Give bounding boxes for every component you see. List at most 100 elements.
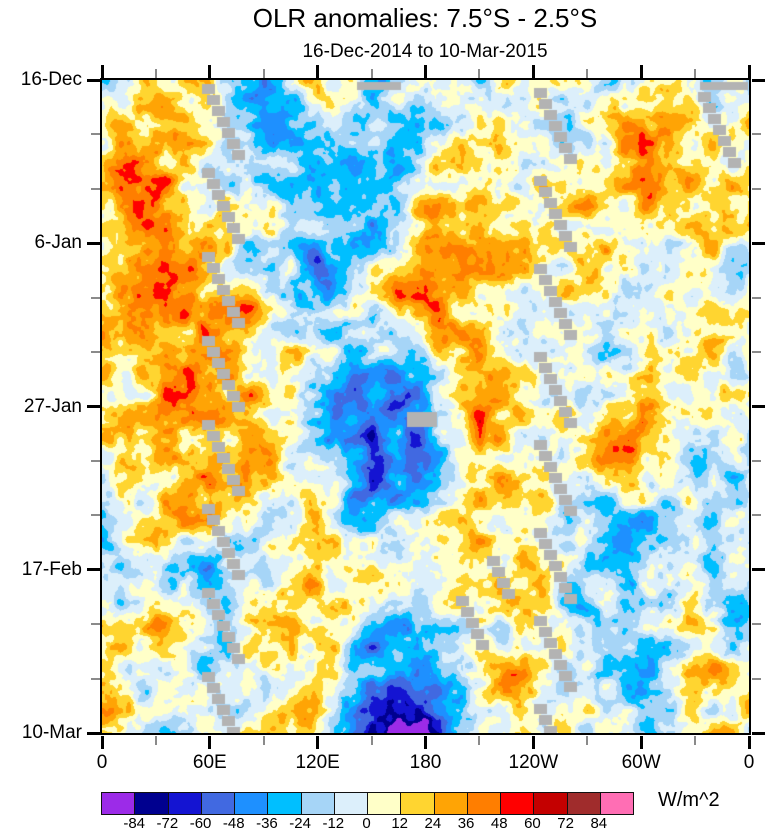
- y-minor-tick-right: [751, 677, 761, 680]
- colorbar-tick-label: -84: [123, 815, 146, 830]
- x-minor-tick-top: [694, 68, 697, 78]
- colorbar-cell: [168, 793, 202, 814]
- y-minor-tick: [90, 514, 100, 517]
- x-tick-label: 60E: [192, 752, 227, 773]
- colorbar-cell: [401, 793, 435, 814]
- x-minor-tick-top: [154, 68, 157, 78]
- colorbar-cell: [534, 793, 568, 814]
- x-minor-tick-top: [370, 68, 373, 78]
- x-minor-tick-top: [262, 68, 265, 78]
- x-minor-tick-top: [478, 68, 481, 78]
- colorbar-tick-label: 36: [457, 815, 475, 830]
- colorbar-cell: [301, 793, 335, 814]
- date-range-subtitle: 16-Dec-2014 to 10-Mar-2015: [302, 41, 548, 62]
- y-major-tick-right: [751, 241, 765, 245]
- colorbar-tick-label: -36: [256, 815, 278, 830]
- y-minor-tick: [90, 296, 100, 299]
- y-minor-tick-right: [751, 351, 761, 354]
- colorbar-tick-label: 0: [362, 815, 371, 830]
- x-tick-label: 0: [743, 752, 755, 773]
- y-minor-tick-right: [751, 296, 761, 299]
- y-major-tick: [86, 731, 100, 735]
- x-minor-tick: [694, 735, 697, 745]
- colorbar-tick-label: -48: [222, 815, 245, 830]
- y-minor-tick: [90, 677, 100, 680]
- y-major-tick-right: [751, 568, 765, 572]
- colorbar-cell: [235, 793, 269, 814]
- x-minor-tick: [154, 735, 157, 745]
- y-tick-label: 27-Jan: [23, 395, 82, 417]
- y-tick-label: 16-Dec: [20, 69, 82, 90]
- x-major-tick: [424, 735, 427, 749]
- colorbar-cell: [567, 793, 601, 814]
- x-major-tick: [316, 735, 320, 749]
- y-major-tick-right: [751, 78, 765, 82]
- x-tick-label: 120E: [295, 752, 340, 773]
- colorbar-tick-label: 48: [490, 815, 508, 830]
- y-minor-tick: [90, 187, 100, 190]
- x-major-tick-top: [100, 64, 104, 78]
- y-major-tick-right: [751, 405, 765, 408]
- y-minor-tick-right: [751, 133, 761, 136]
- colorbar-cell: [600, 793, 633, 814]
- y-minor-tick: [90, 623, 100, 626]
- x-minor-tick: [262, 735, 265, 745]
- y-major-tick: [86, 568, 100, 572]
- x-major-tick-top: [208, 64, 212, 78]
- y-minor-tick-right: [751, 459, 761, 462]
- y-tick-label: 17-Feb: [21, 558, 82, 580]
- plot-area: [99, 77, 751, 735]
- x-major-tick: [531, 735, 535, 749]
- colorbar-tick-label: 12: [391, 815, 409, 830]
- x-minor-tick: [478, 735, 481, 745]
- x-major-tick: [100, 735, 104, 749]
- y-major-tick: [86, 241, 100, 245]
- x-tick-label: 180: [409, 752, 442, 773]
- y-minor-tick: [90, 351, 100, 354]
- y-tick-label: 10-Mar: [21, 722, 82, 743]
- colorbar-cell: [368, 793, 402, 814]
- y-minor-tick-right: [751, 623, 761, 626]
- x-major-tick: [208, 735, 212, 749]
- x-minor-tick-top: [586, 68, 589, 78]
- y-major-tick-right: [751, 731, 765, 735]
- y-minor-tick: [90, 133, 100, 136]
- colorbar-cell: [201, 793, 235, 814]
- colorbar-tick-label: 84: [590, 815, 608, 830]
- colorbar-cell: [268, 793, 302, 814]
- colorbar-cell: [501, 793, 535, 814]
- colorbar-tick-label: 60: [524, 815, 541, 830]
- y-major-tick: [86, 78, 100, 82]
- colorbar-tick-label: -12: [322, 815, 345, 830]
- heatmap-canvas: [101, 79, 749, 733]
- colorbar-tick-label: -60: [189, 815, 212, 830]
- x-tick-label: 60W: [621, 752, 661, 773]
- x-major-tick-top: [747, 64, 751, 78]
- page-title: OLR anomalies: 7.5°S - 2.5°S: [252, 3, 598, 33]
- colorbar-cell: [434, 793, 468, 814]
- x-major-tick: [639, 735, 643, 749]
- x-major-tick-top: [424, 64, 427, 78]
- colorbar: [101, 792, 634, 815]
- y-minor-tick: [90, 459, 100, 462]
- x-minor-tick: [370, 735, 373, 745]
- colorbar-cell: [102, 793, 136, 814]
- x-tick-label: 0: [96, 752, 108, 773]
- y-major-tick: [86, 405, 100, 408]
- colorbar-tick-label: 72: [557, 815, 574, 830]
- colorbar-tick-label: -24: [289, 815, 311, 830]
- y-tick-label: 6-Jan: [34, 232, 82, 254]
- x-major-tick-top: [639, 64, 643, 78]
- x-major-tick-top: [531, 64, 535, 78]
- colorbar-tick-label: 24: [424, 815, 442, 830]
- x-minor-tick: [586, 735, 589, 745]
- colorbar-tick-label: -72: [156, 815, 179, 830]
- x-tick-label: 120W: [508, 752, 559, 773]
- colorbar-cell: [135, 793, 169, 814]
- colorbar-cell: [334, 793, 368, 814]
- colorbar-unit-label: W/m^2: [658, 789, 720, 811]
- x-major-tick-top: [316, 64, 320, 78]
- colorbar-cell: [467, 793, 501, 814]
- y-minor-tick-right: [751, 187, 761, 190]
